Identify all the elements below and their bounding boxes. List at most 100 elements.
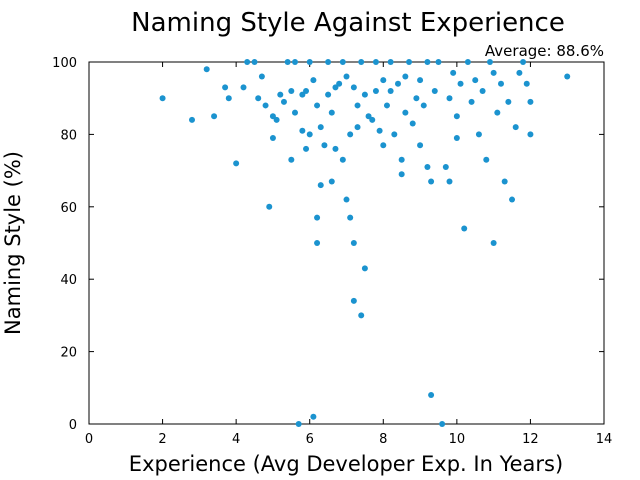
- data-point: [222, 84, 229, 91]
- data-point: [244, 59, 251, 65]
- data-point: [527, 98, 534, 105]
- data-point: [350, 297, 357, 304]
- data-point: [292, 59, 298, 65]
- data-point: [424, 59, 431, 65]
- x-tick-label: 10: [449, 432, 466, 447]
- data-point: [273, 116, 280, 123]
- data-point: [442, 163, 449, 170]
- data-point: [310, 413, 317, 420]
- data-point: [402, 73, 409, 80]
- data-point: [251, 59, 258, 65]
- data-point: [501, 178, 508, 185]
- x-tick-label: 8: [379, 432, 387, 447]
- data-point: [372, 87, 379, 94]
- y-tick-label: 100: [52, 56, 77, 71]
- data-point: [402, 109, 409, 116]
- data-point: [435, 59, 442, 65]
- data-point: [332, 84, 339, 91]
- x-tick-label: 0: [85, 432, 93, 447]
- data-point: [365, 113, 372, 120]
- data-point: [240, 84, 247, 91]
- data-point: [446, 178, 453, 185]
- data-point: [284, 59, 291, 65]
- data-point: [564, 73, 571, 80]
- data-point: [325, 59, 332, 65]
- data-point: [189, 116, 195, 123]
- data-point: [475, 131, 482, 138]
- data-point: [225, 95, 232, 102]
- data-point: [431, 87, 438, 94]
- data-point: [428, 178, 435, 185]
- data-point: [468, 98, 475, 105]
- data-point: [269, 113, 276, 120]
- data-point: [306, 131, 313, 138]
- axis-ticks: 0 2 4 6 8 10 12 14 0 20 40 60 80 100: [52, 56, 612, 447]
- data-point: [457, 80, 464, 87]
- data-point: [527, 131, 534, 138]
- data-point: [303, 145, 310, 152]
- data-point: [255, 95, 262, 102]
- data-point: [490, 240, 497, 246]
- data-point: [280, 98, 287, 105]
- data-points: [159, 59, 571, 427]
- data-point: [343, 196, 350, 203]
- data-point: [369, 116, 376, 123]
- data-point: [453, 113, 460, 120]
- x-axis-label: Experience (Avg Developer Exp. In Years): [129, 452, 563, 476]
- data-point: [446, 95, 453, 102]
- data-point: [258, 73, 265, 80]
- data-point: [380, 142, 387, 149]
- data-point: [494, 109, 501, 116]
- data-point: [479, 87, 486, 94]
- data-point: [347, 214, 354, 221]
- data-point: [303, 87, 310, 94]
- data-point: [317, 124, 324, 131]
- chart-title: Naming Style Against Experience: [131, 8, 565, 38]
- data-point: [350, 84, 357, 91]
- data-point: [354, 102, 361, 109]
- data-point: [450, 69, 457, 76]
- data-point: [490, 69, 497, 76]
- data-point: [395, 80, 401, 87]
- data-point: [211, 113, 218, 120]
- data-point: [376, 127, 383, 134]
- plot-frame: [88, 61, 605, 425]
- data-point: [306, 59, 313, 65]
- x-tick-label: 14: [596, 432, 613, 447]
- data-point: [383, 102, 390, 109]
- data-point: [361, 91, 368, 98]
- data-point: [292, 109, 298, 116]
- data-point: [328, 178, 335, 185]
- data-point: [339, 156, 346, 163]
- data-point: [409, 120, 416, 127]
- data-point: [453, 135, 460, 142]
- data-point: [321, 142, 328, 149]
- data-point: [372, 59, 379, 65]
- x-tick-label: 4: [232, 432, 240, 447]
- data-point: [498, 80, 504, 87]
- x-tick-label: 2: [158, 432, 166, 447]
- data-point: [464, 59, 471, 65]
- y-tick-label: 60: [60, 201, 77, 216]
- data-point: [483, 156, 490, 163]
- data-point: [523, 80, 530, 87]
- data-point: [288, 156, 295, 163]
- data-point: [233, 160, 240, 167]
- data-point: [299, 91, 306, 98]
- data-point: [350, 240, 357, 246]
- data-point: [325, 91, 332, 98]
- data-point: [336, 80, 343, 87]
- y-tick-label: 0: [69, 418, 77, 433]
- data-point: [398, 156, 405, 163]
- x-tick-label: 6: [306, 432, 314, 447]
- data-point: [516, 69, 523, 76]
- data-point: [314, 102, 321, 109]
- data-point: [354, 124, 361, 131]
- data-point: [387, 59, 394, 65]
- data-point: [387, 87, 394, 94]
- data-point: [358, 59, 365, 65]
- data-point: [486, 59, 493, 65]
- y-tick-label: 80: [60, 128, 77, 143]
- data-point: [203, 66, 210, 73]
